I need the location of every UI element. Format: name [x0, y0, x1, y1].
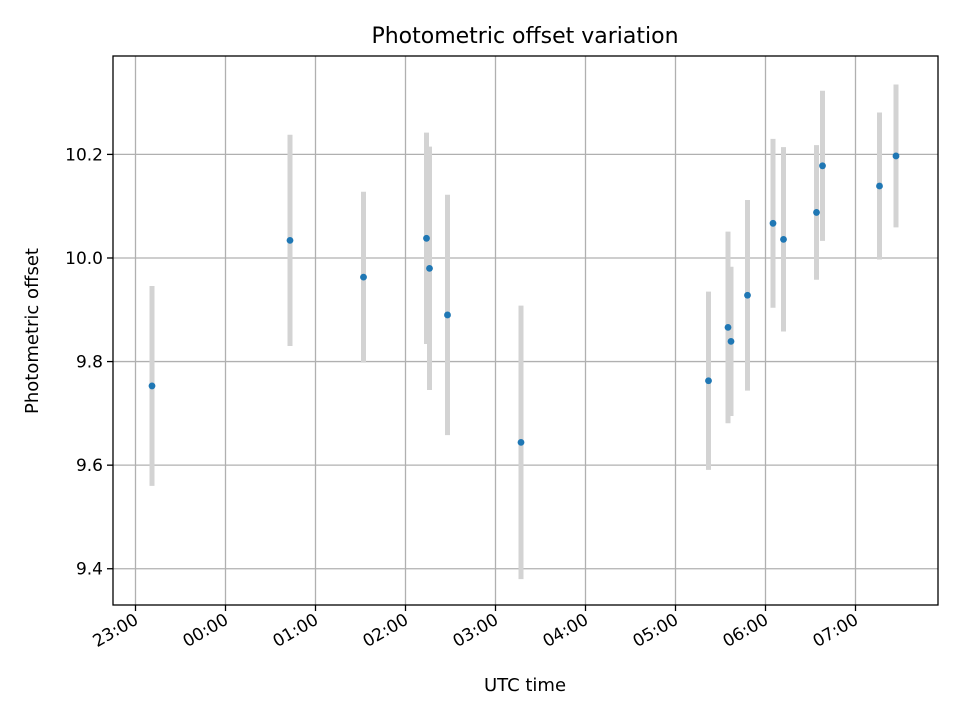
x-tick-label: 03:00	[450, 610, 502, 652]
data-point	[819, 162, 826, 170]
x-tick-label: 00:00	[180, 610, 232, 652]
data-point	[426, 264, 433, 272]
data-point	[423, 234, 430, 242]
point-layer	[148, 152, 900, 446]
x-tick-layer: 23:00 00:00 01:00 02:00 03:00 04:00 05:00 06:00…	[90, 605, 862, 652]
plot-area-frame	[112, 55, 939, 606]
x-tick-label: 05:00	[630, 610, 682, 652]
data-point	[727, 337, 735, 345]
x-tick-label: 02:00	[360, 610, 412, 652]
data-point	[148, 382, 156, 390]
data-point	[444, 311, 451, 319]
data-point	[286, 236, 294, 244]
x-axis-label: UTC time	[484, 675, 566, 696]
y-axis-label: Photometric offset	[22, 248, 43, 414]
chart-title: Photometric offset variation	[371, 24, 678, 49]
y-tick-label: 10.2	[65, 145, 103, 165]
y-tick-layer: 9.4 9.6 9.8 10.0 10.2	[65, 145, 113, 580]
y-tick-label: 9.6	[76, 456, 103, 476]
data-point	[360, 273, 367, 281]
y-tick-label: 9.8	[76, 353, 103, 373]
x-tick-label: 06:00	[720, 610, 772, 652]
data-point	[744, 291, 751, 299]
data-point	[892, 152, 900, 160]
data-point	[724, 323, 732, 331]
y-tick-label: 10.0	[65, 249, 103, 269]
data-point	[769, 219, 777, 227]
y-tick-label: 9.4	[76, 560, 103, 580]
data-point	[813, 209, 820, 216]
errorbar-layer	[149, 84, 899, 580]
data-point	[517, 438, 525, 446]
x-tick-label: 04:00	[540, 610, 592, 652]
grid-layer	[113, 56, 938, 605]
data-point	[876, 182, 883, 190]
x-tick-label: 07:00	[810, 610, 862, 652]
x-tick-label: 01:00	[270, 610, 322, 652]
x-tick-label: 23:00	[90, 610, 142, 652]
data-point	[780, 235, 787, 243]
data-point	[705, 377, 712, 385]
